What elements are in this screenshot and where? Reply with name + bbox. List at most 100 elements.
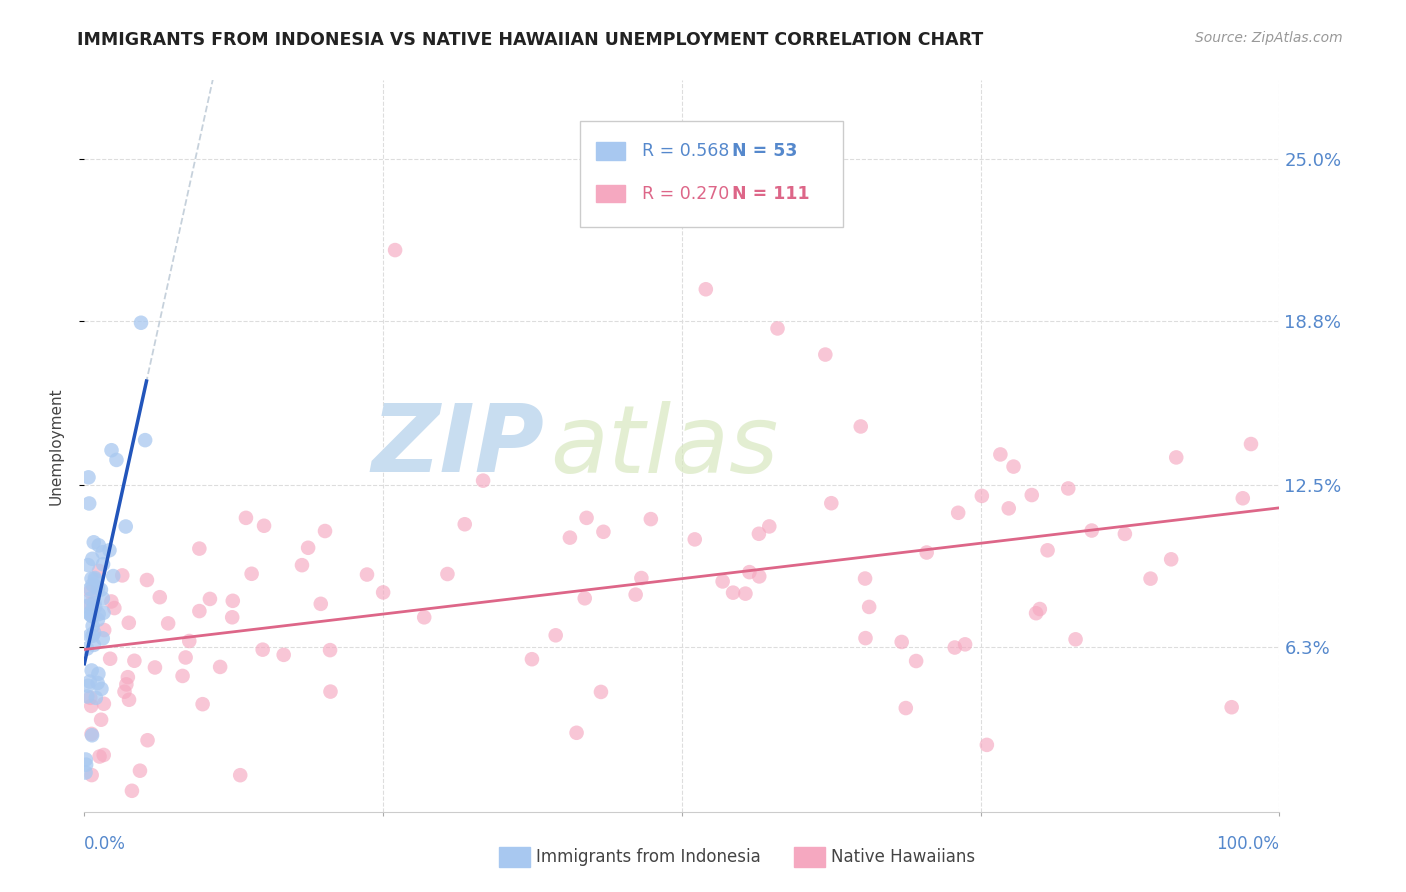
Point — [738, 565, 761, 579]
Point — [80, 698, 103, 713]
Point — [853, 572, 876, 586]
Point — [75, 599, 97, 614]
Point — [80, 728, 103, 742]
Point — [413, 610, 436, 624]
Point — [87, 581, 110, 595]
Point — [91, 545, 114, 559]
Point — [93, 606, 115, 620]
Point — [111, 568, 134, 582]
Point — [79, 584, 101, 599]
Point — [136, 733, 159, 747]
Point — [314, 524, 336, 538]
Point — [143, 660, 166, 674]
Point — [86, 676, 108, 690]
Point — [1057, 482, 1080, 496]
Point — [273, 648, 295, 662]
Point — [79, 629, 101, 643]
Point — [592, 524, 614, 539]
Point — [80, 768, 103, 782]
Point — [1139, 572, 1161, 586]
Point — [87, 564, 110, 578]
Point — [77, 496, 100, 510]
Point — [235, 511, 257, 525]
FancyBboxPatch shape — [596, 185, 624, 202]
Point — [575, 511, 598, 525]
Point — [574, 591, 596, 606]
Point — [814, 348, 837, 362]
Point — [77, 558, 100, 572]
Text: R = 0.568: R = 0.568 — [643, 142, 730, 161]
Text: N = 111: N = 111 — [733, 185, 810, 202]
Point — [384, 243, 406, 257]
Point — [855, 631, 877, 645]
Point — [188, 604, 211, 618]
Point — [82, 551, 104, 566]
Point — [115, 677, 138, 691]
Point — [79, 690, 101, 705]
Point — [157, 616, 180, 631]
Point — [1021, 488, 1043, 502]
Point — [915, 545, 938, 559]
Point — [1036, 543, 1059, 558]
Point — [221, 610, 243, 624]
Point — [82, 602, 104, 616]
Point — [1114, 527, 1136, 541]
Point — [76, 690, 98, 704]
Point — [191, 697, 214, 711]
Point — [240, 566, 263, 581]
Point — [589, 685, 612, 699]
Point — [229, 768, 252, 782]
Point — [100, 443, 122, 458]
Point — [134, 433, 156, 447]
Point — [75, 765, 97, 780]
Point — [1220, 700, 1243, 714]
Point — [454, 517, 477, 532]
Point — [1166, 450, 1188, 465]
Text: Immigrants from Indonesia: Immigrants from Indonesia — [536, 848, 761, 866]
Point — [683, 533, 706, 547]
Point — [179, 634, 201, 648]
Point — [84, 600, 107, 615]
Point — [129, 316, 152, 330]
Point — [83, 535, 105, 549]
Point — [748, 526, 770, 541]
Point — [1025, 606, 1047, 620]
Point — [520, 652, 543, 666]
Text: N = 53: N = 53 — [733, 142, 797, 161]
Point — [117, 670, 139, 684]
Point — [188, 541, 211, 556]
Point — [946, 506, 969, 520]
Point — [93, 747, 115, 762]
Point — [297, 541, 319, 555]
Point — [129, 764, 152, 778]
Point — [98, 543, 121, 558]
Point — [252, 642, 274, 657]
Point — [734, 586, 756, 600]
Point — [87, 538, 110, 552]
Point — [174, 650, 197, 665]
FancyBboxPatch shape — [581, 120, 844, 227]
Point — [90, 681, 112, 696]
Point — [997, 501, 1019, 516]
Point — [76, 641, 98, 656]
Point — [858, 599, 880, 614]
Point — [79, 582, 101, 596]
Point — [103, 569, 125, 583]
Point — [1160, 552, 1182, 566]
Point — [1240, 437, 1263, 451]
Point — [436, 567, 458, 582]
Point — [894, 701, 917, 715]
Point — [90, 713, 112, 727]
Point — [976, 738, 998, 752]
Point — [84, 573, 107, 587]
Point — [373, 585, 395, 599]
Point — [124, 654, 146, 668]
Text: atlas: atlas — [551, 401, 779, 491]
Point — [640, 512, 662, 526]
Point — [721, 585, 744, 599]
Y-axis label: Unemployment: Unemployment — [49, 387, 63, 505]
Point — [114, 684, 136, 698]
Point — [990, 447, 1012, 461]
Point — [149, 591, 172, 605]
Point — [1064, 632, 1087, 647]
